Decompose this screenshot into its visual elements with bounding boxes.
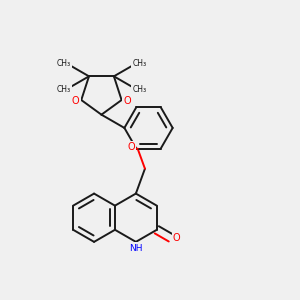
Text: CH₃: CH₃ bbox=[132, 59, 146, 68]
Text: O: O bbox=[128, 142, 135, 152]
Text: O: O bbox=[173, 233, 181, 243]
Text: O: O bbox=[124, 97, 131, 106]
Text: O: O bbox=[72, 97, 79, 106]
Text: CH₃: CH₃ bbox=[132, 85, 146, 94]
Text: NH: NH bbox=[129, 244, 142, 253]
Text: CH₃: CH₃ bbox=[56, 85, 70, 94]
Text: CH₃: CH₃ bbox=[56, 59, 70, 68]
